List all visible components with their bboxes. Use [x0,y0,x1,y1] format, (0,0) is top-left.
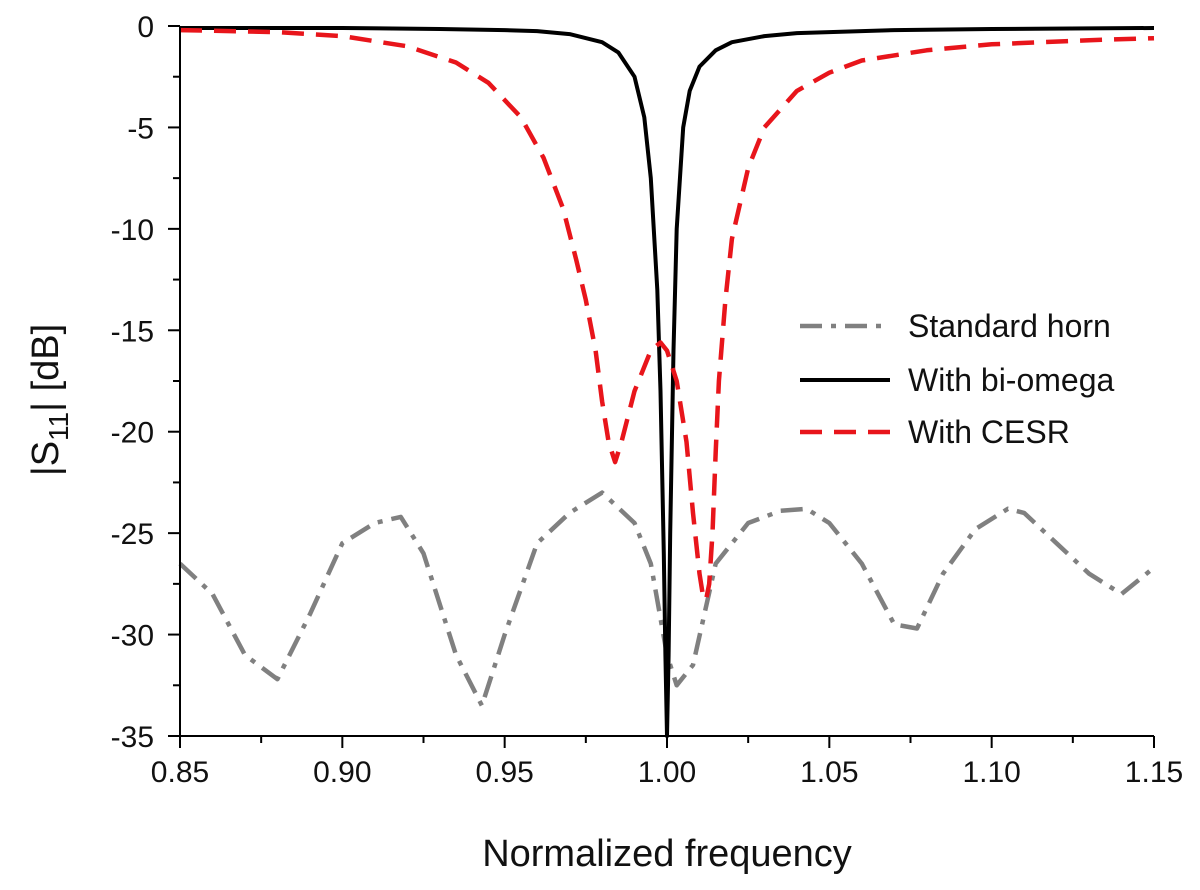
y-tick-label: -15 [111,315,154,348]
x-tick-label: 0.95 [475,756,533,789]
x-ticks: 0.85 0.90 0.95 1.00 1.05 1.10 1.15 [151,736,1183,789]
y-axis-title-main: |S [25,441,67,476]
x-tick-label: 1.00 [638,756,696,789]
y-tick-label: -30 [111,620,154,653]
series-line-standard-horn [178,490,1156,708]
legend-label: Standard horn [908,308,1111,344]
y-tick-label: 0 [137,11,154,44]
x-tick-label: 1.10 [962,756,1020,789]
x-tick-label: 1.15 [1125,756,1183,789]
y-tick-label: -10 [111,214,154,247]
legend-label: With CESR [908,414,1070,450]
y-axis-title: |S11| [dB] [25,324,74,476]
y-tick-label: -25 [111,518,154,551]
series-line-with-cesr [179,27,1155,603]
x-tick-label: 0.85 [151,756,209,789]
y-ticks: 0 -5 -10 -15 -20 -25 -30 -35 [111,11,180,754]
x-axis-title: Normalized frequency [482,833,852,875]
y-tick-label: -20 [111,417,154,450]
y-axis-title-rest: | [dB] [25,324,67,412]
y-tick-label: -35 [111,721,154,754]
legend: Standard horn With bi-omega With CESR [800,308,1115,450]
x-tick-label: 0.90 [313,756,371,789]
y-axis-title-subscript: 11 [43,412,74,441]
x-tick-label: 1.05 [800,756,858,789]
y-tick-label: -5 [127,112,154,145]
legend-label: With bi-omega [908,362,1115,398]
